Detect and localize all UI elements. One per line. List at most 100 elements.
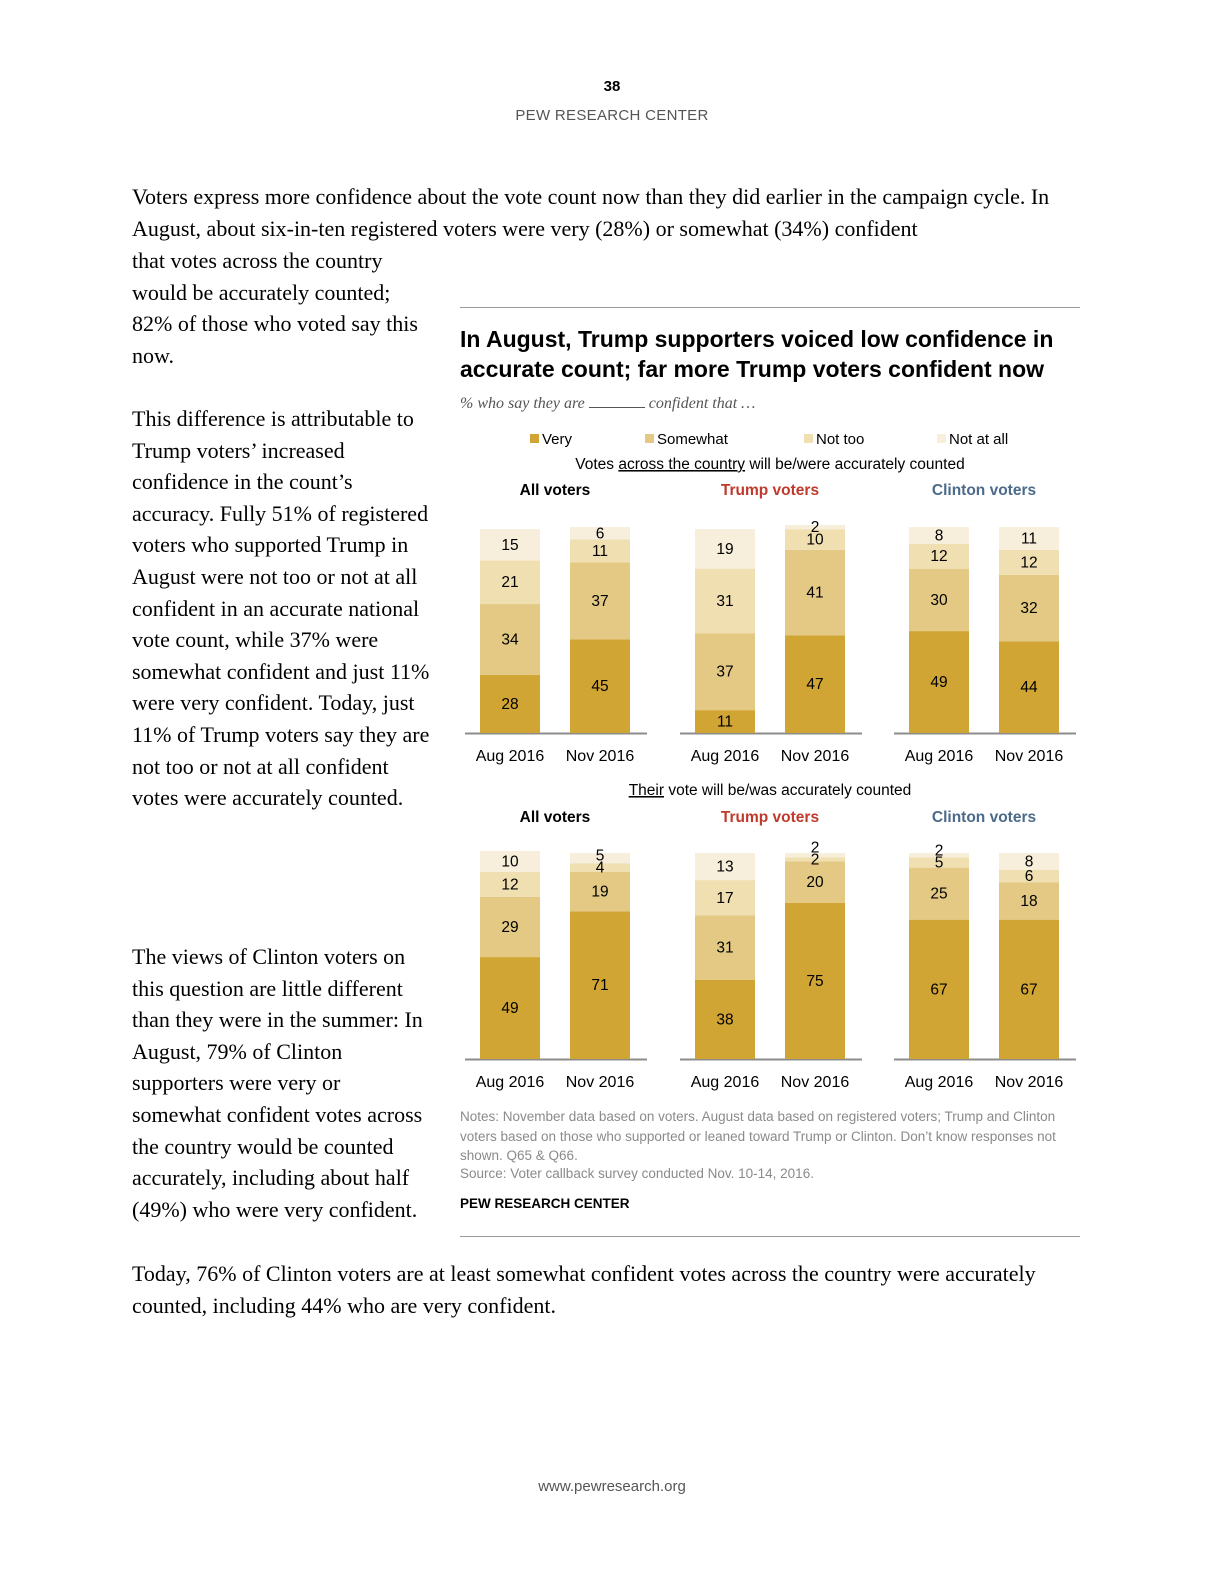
bar-segment-very: [909, 919, 969, 1059]
data-label: 67: [930, 981, 947, 998]
data-label: 10: [806, 532, 824, 549]
body-paragraph-4: Today, 76% of Clinton voters are at leas…: [132, 1261, 1036, 1318]
data-label: 4: [596, 860, 605, 877]
body-paragraph-3: The views of Clinton voters on this ques…: [132, 944, 423, 1222]
bar-segment-very: [909, 631, 969, 733]
data-label: 28: [501, 696, 518, 713]
bar-segment-very: [785, 903, 845, 1059]
figure-source: Source: Voter callback survey conducted …: [460, 1166, 814, 1181]
panel-title: Their vote will be/was accurately counte…: [629, 782, 912, 799]
data-label: 13: [716, 859, 733, 876]
category-label: Nov 2016: [995, 1074, 1064, 1091]
data-label: 32: [1020, 600, 1037, 617]
bar-segment-very: [999, 919, 1059, 1059]
body-paragraph-1: Voters express more confidence about the…: [132, 184, 1050, 241]
category-label: Aug 2016: [476, 748, 545, 765]
figure-subtitle: % who say they are confident that …: [460, 395, 756, 412]
data-label: 37: [591, 593, 608, 610]
data-label: 21: [501, 574, 518, 591]
bar-segment-not-too: [480, 871, 540, 897]
data-label: 25: [930, 886, 947, 903]
data-label: 12: [501, 876, 518, 893]
bar-segment-very: [695, 710, 755, 733]
footer-url: www.pewresearch.org: [538, 1478, 686, 1495]
figure-notes: Notes: November data based on voters. Au…: [460, 1109, 1056, 1163]
figure-bottom-rule: [460, 1236, 1080, 1237]
bar-segment-not-at-all: [785, 525, 845, 530]
bar-segment-not-too: [570, 539, 630, 563]
panel-title: Votes across the country will be/were ac…: [575, 456, 964, 473]
bar-segment-somewhat: [695, 633, 755, 711]
group-label-clinton-voters: Clinton voters: [932, 809, 1036, 826]
data-label: 12: [1020, 554, 1037, 571]
legend-swatch-not-at-all: [937, 434, 946, 443]
data-label: 17: [716, 890, 733, 907]
bar-segment-somewhat: [480, 896, 540, 958]
data-label: 6: [1025, 868, 1034, 885]
bar-segment-not-too: [785, 857, 845, 862]
bar-segment-not-too: [909, 543, 969, 569]
group-label-clinton-voters: Clinton voters: [932, 482, 1036, 499]
data-label: 29: [501, 919, 518, 936]
data-label: 19: [591, 884, 608, 901]
bar-segment-somewhat: [570, 562, 630, 640]
bar-segment-not-at-all: [999, 853, 1059, 870]
bar-segment-not-at-all: [909, 527, 969, 544]
data-label: 2: [811, 839, 820, 856]
bar-segment-not-too: [999, 549, 1059, 575]
bar-segment-not-too: [785, 529, 845, 550]
data-label: 19: [716, 541, 733, 558]
data-label: 44: [1020, 679, 1038, 696]
legend-item-not-at-all: Not at all: [937, 431, 1008, 448]
data-label: 18: [1020, 893, 1037, 910]
bar-segment-not-too: [999, 869, 1059, 883]
data-label: 11: [1021, 531, 1037, 548]
group-label-trump-voters: Trump voters: [721, 482, 819, 499]
data-label: 75: [806, 973, 823, 990]
data-label: 15: [501, 537, 518, 554]
category-label: Aug 2016: [691, 748, 760, 765]
data-label: 47: [806, 676, 823, 693]
group-label-all-voters: All voters: [520, 809, 591, 826]
bar-segment-somewhat: [480, 604, 540, 675]
page-number: 38: [603, 78, 621, 95]
bar-segment-somewhat: [909, 568, 969, 632]
data-label: 38: [716, 1011, 733, 1028]
category-label: Aug 2016: [905, 1074, 974, 1091]
bar-segment-somewhat: [695, 915, 755, 980]
bar-segment-very: [480, 957, 540, 1059]
data-label: 31: [716, 593, 733, 610]
data-label: 5: [596, 848, 605, 865]
category-label: Nov 2016: [995, 748, 1064, 765]
legend-item-somewhat: Somewhat: [645, 431, 728, 448]
legend-item-very: Very: [530, 431, 572, 448]
legend-swatch-very: [530, 434, 539, 443]
data-label: 11: [592, 543, 608, 560]
figure-top-rule: [460, 307, 1080, 308]
group-label-all-voters: All voters: [520, 482, 591, 499]
legend-item-not-too: Not too: [804, 431, 864, 448]
figure-title: In August, Trump supporters voiced low c…: [460, 326, 1054, 382]
page-header-org: PEW RESEARCH CENTER: [515, 107, 709, 124]
bar-segment-not-at-all: [570, 527, 630, 540]
bar-segment-somewhat: [570, 871, 630, 912]
bar-segment-not-too: [570, 863, 630, 872]
category-label: Nov 2016: [781, 1074, 850, 1091]
bar-segment-not-too: [480, 560, 540, 605]
bar-segment-very: [570, 639, 630, 733]
data-label: 30: [930, 592, 948, 609]
legend-swatch-not-too: [804, 434, 813, 443]
bar-segment-somewhat: [785, 861, 845, 903]
bar-segment-not-at-all: [695, 529, 755, 569]
bar-segment-somewhat: [999, 574, 1059, 642]
data-label: 71: [591, 977, 608, 994]
bar-segment-not-at-all: [480, 851, 540, 872]
data-label: 45: [591, 678, 608, 695]
category-label: Aug 2016: [476, 1074, 545, 1091]
bar-segment-not-too: [695, 880, 755, 916]
data-label: 5: [935, 854, 944, 871]
data-label: 11: [717, 714, 733, 731]
data-label: 34: [501, 631, 519, 648]
data-label: 2: [811, 851, 820, 868]
